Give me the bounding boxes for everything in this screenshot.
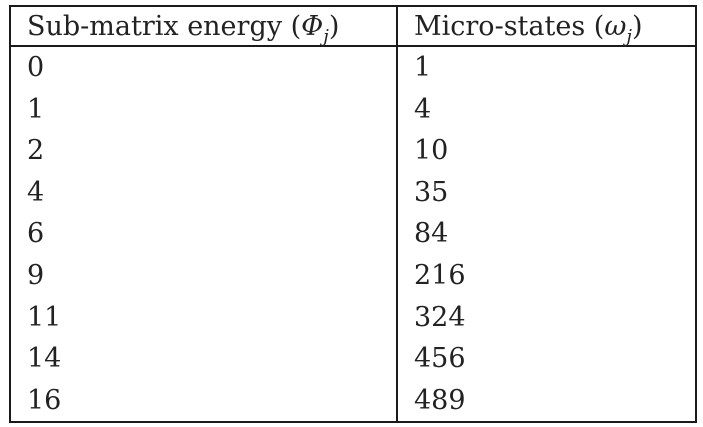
header-subscript: j <box>323 25 329 47</box>
energy-microstates-table: Sub-matrix energy (Φj) Micro-states (ωj)… <box>9 5 697 423</box>
micro-states-cell: 324 <box>414 301 466 333</box>
energy-cell: 9 <box>10 254 398 297</box>
table-row: 14 456 <box>10 337 696 380</box>
micro-states-cell: 35 <box>414 176 449 208</box>
micro-states-cell: 489 <box>414 384 466 416</box>
table-row: 11 324 <box>10 296 696 338</box>
energy-cell: 11 <box>10 296 398 338</box>
micro-states-cell: 1 <box>414 52 432 84</box>
table-row: 0 1 <box>10 46 696 89</box>
table-row: 16 489 <box>10 379 696 422</box>
table-row: 4 35 <box>10 171 696 214</box>
table-row: 1 4 <box>10 88 696 131</box>
table-row: 6 84 <box>10 213 696 255</box>
micro-states-cell: 4 <box>414 93 432 125</box>
micro-states-cell: 216 <box>414 260 466 292</box>
micro-states-cell: 456 <box>414 343 466 375</box>
header-sub-matrix-energy: Sub-matrix energy (Φj) <box>10 6 398 47</box>
micro-states-cell: 10 <box>414 135 449 167</box>
energy-cell: 4 <box>10 171 398 214</box>
header-symbol: Φ <box>301 10 324 42</box>
micro-states-cell: 84 <box>414 218 449 250</box>
header-label: Sub-matrix energy <box>27 10 282 42</box>
table-row: 9 216 <box>10 254 696 297</box>
header-micro-states: Micro-states (ωj) <box>397 6 696 47</box>
energy-cell: 2 <box>10 130 398 172</box>
energy-cell: 14 <box>10 337 398 380</box>
energy-cell: 0 <box>10 46 398 89</box>
energy-cell: 6 <box>10 213 398 255</box>
energy-cell: 16 <box>10 379 398 422</box>
header-subscript: j <box>626 25 632 47</box>
header-row: Sub-matrix energy (Φj) Micro-states (ωj) <box>10 6 696 47</box>
table-row: 2 10 <box>10 130 696 172</box>
energy-cell: 1 <box>10 88 398 131</box>
header-label: Micro-states <box>414 10 586 42</box>
header-symbol: ω <box>604 10 627 42</box>
